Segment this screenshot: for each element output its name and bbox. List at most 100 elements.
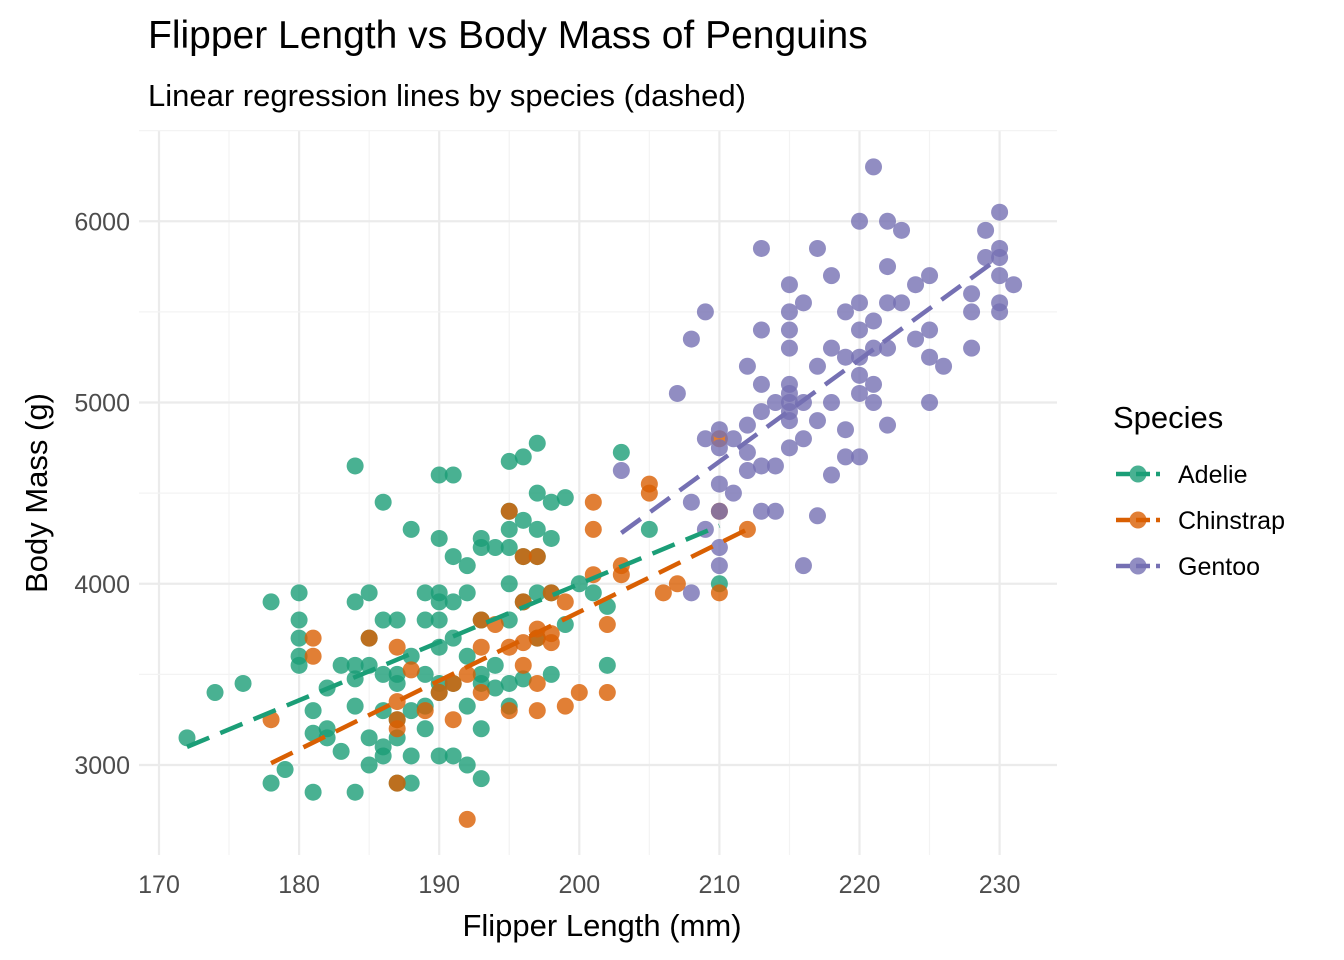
data-point xyxy=(374,611,392,629)
data-point xyxy=(710,421,728,439)
data-point xyxy=(682,493,700,511)
data-point xyxy=(907,276,925,294)
data-point xyxy=(458,584,476,602)
data-point xyxy=(696,430,714,448)
data-point xyxy=(500,674,518,692)
data-point xyxy=(738,416,756,434)
regression-line-adelie xyxy=(186,523,721,749)
data-point xyxy=(893,294,911,312)
data-point xyxy=(528,584,546,602)
data-point xyxy=(780,321,798,339)
regression-lines xyxy=(186,255,1001,766)
data-point xyxy=(416,611,434,629)
data-point xyxy=(318,729,336,747)
data-point xyxy=(360,584,378,602)
data-point xyxy=(640,484,658,502)
legend-title: Species xyxy=(1113,400,1223,435)
x-tick-label: 170 xyxy=(138,871,180,899)
y-tick-label: 5000 xyxy=(74,390,130,418)
data-point xyxy=(458,665,476,683)
data-point xyxy=(402,747,420,765)
data-point xyxy=(346,593,364,611)
data-point xyxy=(977,221,995,239)
y-tick-label: 3000 xyxy=(74,752,130,780)
data-point xyxy=(346,783,364,801)
x-tick-label: 210 xyxy=(699,871,741,899)
data-point xyxy=(710,439,728,457)
data-point xyxy=(963,303,981,321)
data-point xyxy=(374,665,392,683)
data-point xyxy=(780,303,798,321)
data-point xyxy=(346,457,364,475)
data-point xyxy=(682,584,700,602)
data-point xyxy=(388,611,406,629)
y-tick-label: 4000 xyxy=(74,571,130,599)
data-point xyxy=(907,330,925,348)
data-point xyxy=(752,457,770,475)
data-point xyxy=(388,774,406,792)
data-point xyxy=(851,321,868,339)
data-point xyxy=(808,239,826,257)
data-point xyxy=(290,629,308,647)
data-point xyxy=(430,529,448,547)
x-tick-label: 230 xyxy=(979,871,1021,899)
data-point xyxy=(556,489,574,507)
x-tick-label: 220 xyxy=(839,871,881,899)
x-axis-title: Flipper Length (mm) xyxy=(462,908,741,943)
series-adelie-points xyxy=(178,434,728,801)
data-point xyxy=(766,502,784,520)
data-point xyxy=(360,756,378,774)
data-point xyxy=(865,375,883,393)
data-point xyxy=(921,348,939,366)
data-point xyxy=(879,258,897,276)
data-point xyxy=(360,629,378,647)
data-point xyxy=(752,239,770,257)
data-point xyxy=(808,412,826,430)
regression-line-chinstrap xyxy=(270,527,749,766)
data-point xyxy=(528,548,546,566)
data-point xyxy=(458,756,476,774)
data-point xyxy=(851,448,868,466)
data-points xyxy=(178,158,1023,828)
data-point xyxy=(472,720,490,738)
data-point xyxy=(836,421,854,439)
data-point xyxy=(402,661,420,679)
data-point xyxy=(851,212,868,230)
data-point xyxy=(458,557,476,575)
data-point xyxy=(458,697,476,715)
data-point xyxy=(766,394,784,411)
data-point xyxy=(416,720,434,738)
data-point xyxy=(556,616,574,634)
data-point xyxy=(514,448,532,466)
data-point xyxy=(444,711,462,729)
data-point xyxy=(500,520,518,538)
data-point xyxy=(556,593,574,611)
data-point xyxy=(879,416,897,434)
regression-line-gentoo xyxy=(620,255,1001,535)
grid xyxy=(139,130,1057,855)
data-point xyxy=(290,584,308,602)
data-point xyxy=(780,276,798,294)
data-point xyxy=(612,566,630,584)
data-point xyxy=(402,647,420,665)
y-axis-title: Body Mass (g) xyxy=(19,393,54,593)
data-point xyxy=(865,158,883,176)
data-point xyxy=(500,702,518,720)
data-point xyxy=(921,267,939,285)
data-point xyxy=(738,443,756,461)
data-point xyxy=(360,729,378,747)
data-point xyxy=(430,684,448,701)
data-point xyxy=(865,394,883,411)
data-point xyxy=(921,321,939,339)
data-point xyxy=(991,267,1009,285)
data-point xyxy=(514,548,532,566)
data-point xyxy=(458,810,476,828)
data-point xyxy=(570,684,588,701)
data-point xyxy=(178,729,196,747)
data-point xyxy=(794,294,812,312)
data-point xyxy=(865,312,883,330)
data-point xyxy=(304,724,322,742)
data-point xyxy=(640,520,658,538)
series-chinstrap-points xyxy=(262,430,756,828)
data-point xyxy=(598,656,616,674)
